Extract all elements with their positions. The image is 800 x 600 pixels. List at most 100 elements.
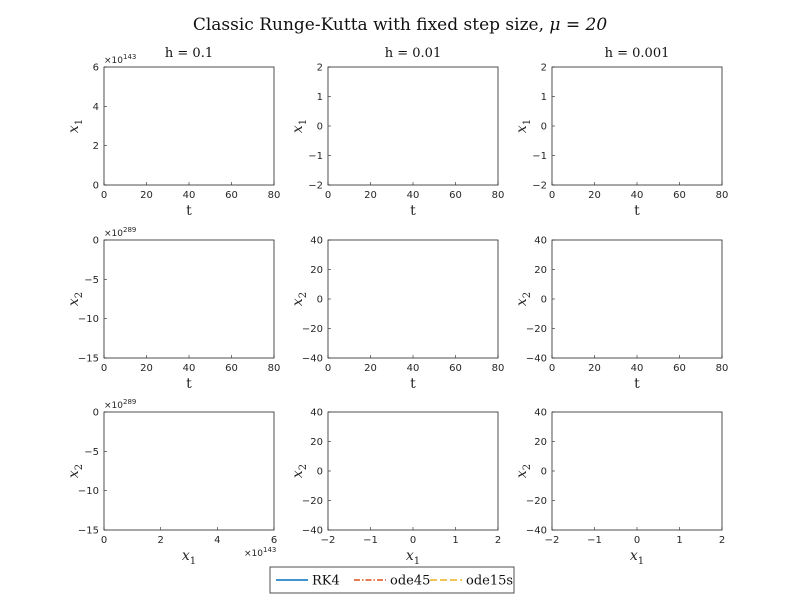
x-tick-label: 60 xyxy=(449,363,462,374)
y-tick-label: −2 xyxy=(308,181,323,192)
y-axis-label: x1 xyxy=(66,119,85,133)
subplot-r1c3: 0 20 40 60 80 −2 −1 0 1 2 h = 0.001 t x1 xyxy=(514,46,728,219)
y-tick-label: 1 xyxy=(317,92,323,103)
axes-frame xyxy=(327,66,499,186)
y-tick-label: 4 xyxy=(93,102,99,113)
x-tick-label: 20 xyxy=(588,190,601,201)
subplot-title: h = 0.001 xyxy=(605,46,670,61)
y-axis-label: x2 xyxy=(514,292,533,306)
y-tick-label: 20 xyxy=(310,265,323,276)
y-axis-label: x2 xyxy=(290,292,309,306)
y-tick-label: 2 xyxy=(93,141,99,152)
subplot-title: h = 0.01 xyxy=(385,46,441,61)
y-axis-label: x1 xyxy=(290,119,309,133)
x-tick-label: 20 xyxy=(364,363,377,374)
axes-frame xyxy=(551,239,723,359)
x-tick-label: 60 xyxy=(673,363,686,374)
subplot-r3c3: −2 −1 0 1 2 −40 −20 0 20 40 x1 x2 xyxy=(514,408,725,568)
x-tick-label: −1 xyxy=(363,535,378,546)
x-tick-label: 60 xyxy=(449,190,462,201)
y-tick-label: 0 xyxy=(93,236,99,247)
x-tick-label: 0 xyxy=(634,535,640,546)
y-tick-label: 0 xyxy=(317,295,323,306)
y-tick-label: −20 xyxy=(526,324,547,335)
x-axis-label: t xyxy=(634,376,640,392)
x-tick-label: −2 xyxy=(545,535,560,546)
y-tick-label: −1 xyxy=(308,151,323,162)
axes-frame xyxy=(551,66,723,186)
x-tick-label: 80 xyxy=(492,363,505,374)
y-tick-label: −20 xyxy=(302,496,323,507)
y-tick-label: −5 xyxy=(84,447,99,458)
y-tick-label: 0 xyxy=(317,122,323,133)
x-tick-label: 20 xyxy=(588,363,601,374)
y-tick-label: 0 xyxy=(541,467,547,478)
y-tick-label: 0 xyxy=(541,122,547,133)
x-tick-label: 40 xyxy=(631,190,644,201)
y-tick-label: −1 xyxy=(532,151,547,162)
legend-frame xyxy=(269,566,515,594)
x-tick-label: 2 xyxy=(719,535,725,546)
legend-label-rk4: RK4 xyxy=(312,574,340,589)
y-tick-label: 6 xyxy=(93,63,99,74)
x-exponent-label: ×10143 xyxy=(244,546,276,559)
y-tick-label: −20 xyxy=(526,496,547,507)
axes-frame xyxy=(327,239,499,359)
y-tick-label: −15 xyxy=(78,354,99,365)
y-tick-label: 2 xyxy=(317,63,323,74)
y-exponent-label: ×10289 xyxy=(104,226,136,239)
x-tick-label: 2 xyxy=(495,535,501,546)
subplot-r2c1: 0 20 40 60 80 −15 −10 −5 0 ×10289 t x2 xyxy=(66,226,280,392)
y-exponent-label: ×10289 xyxy=(104,398,136,411)
x-tick-label: 0 xyxy=(549,363,555,374)
y-tick-label: 40 xyxy=(310,236,323,247)
y-tick-label: 20 xyxy=(310,437,323,448)
y-axis-label: x2 xyxy=(514,464,533,478)
subplot-r1c1: 0 20 40 60 80 0 2 4 6 ×10143 h = 0.1 t x1 xyxy=(66,46,280,219)
y-tick-label: 40 xyxy=(534,236,547,247)
y-tick-label: −40 xyxy=(526,354,547,365)
x-axis-label: t xyxy=(410,203,416,219)
x-tick-label: 20 xyxy=(140,190,153,201)
x-axis-label: t xyxy=(186,376,192,392)
y-exponent-label: ×10143 xyxy=(104,53,136,66)
x-tick-label: 20 xyxy=(140,363,153,374)
y-tick-label: 40 xyxy=(534,408,547,419)
x-axis-label: x1 xyxy=(182,548,196,567)
x-tick-label: −1 xyxy=(587,535,602,546)
x-tick-label: 40 xyxy=(407,190,420,201)
x-tick-label: 0 xyxy=(410,535,416,546)
x-axis-label: x1 xyxy=(406,548,420,567)
legend-label-ode45: ode45 xyxy=(390,574,430,589)
axes-frame xyxy=(551,411,723,531)
y-tick-label: −20 xyxy=(302,324,323,335)
x-axis-label: t xyxy=(634,203,640,219)
x-tick-label: 6 xyxy=(271,535,277,546)
x-tick-label: 4 xyxy=(214,535,220,546)
x-tick-label: 40 xyxy=(183,190,196,201)
axes-frame xyxy=(327,411,499,531)
y-axis-label: x2 xyxy=(290,464,309,478)
y-tick-label: 0 xyxy=(317,467,323,478)
y-axis-label: x1 xyxy=(514,119,533,133)
x-tick-label: −2 xyxy=(321,535,336,546)
y-tick-label: 40 xyxy=(310,408,323,419)
x-tick-label: 0 xyxy=(325,363,331,374)
y-tick-label: −5 xyxy=(84,275,99,286)
x-tick-label: 80 xyxy=(492,190,505,201)
x-tick-label: 80 xyxy=(268,190,281,201)
y-tick-label: −40 xyxy=(526,526,547,537)
x-tick-label: 40 xyxy=(407,363,420,374)
y-tick-label: −2 xyxy=(532,181,547,192)
axes-frame xyxy=(103,66,275,186)
x-axis-label: t xyxy=(410,376,416,392)
subplot-title: h = 0.1 xyxy=(165,46,213,61)
y-axis-label: x2 xyxy=(66,464,85,478)
y-tick-label: 20 xyxy=(534,437,547,448)
x-axis-label: x1 xyxy=(630,548,644,567)
y-tick-label: 2 xyxy=(541,63,547,74)
y-tick-label: 0 xyxy=(541,295,547,306)
y-tick-label: 1 xyxy=(541,92,547,103)
